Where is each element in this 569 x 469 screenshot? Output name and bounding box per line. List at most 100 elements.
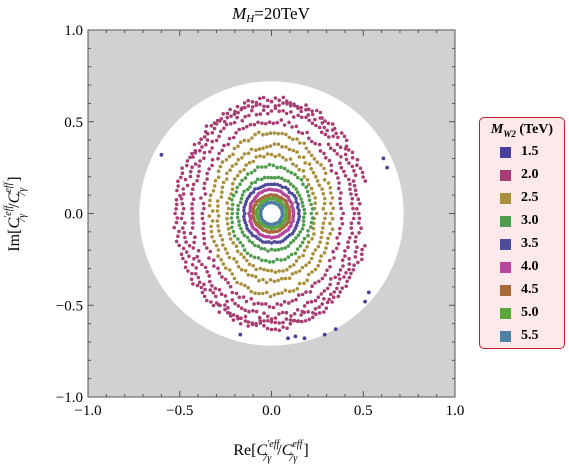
scatter-point-2-5 [318, 240, 322, 244]
scatter-point-2-0 [310, 284, 314, 289]
scatter-point-2-0 [228, 107, 232, 112]
scatter-point-2-0 [222, 126, 226, 131]
scatter-point-2-0 [356, 197, 361, 201]
scatter-point-2-0 [254, 309, 259, 314]
scatter-point-2-0 [327, 135, 331, 139]
scatter-point-3-0 [288, 182, 293, 186]
scatter-point-2-5 [307, 150, 311, 154]
scatter-point-2-0 [265, 314, 270, 319]
scatter-point-2-0 [329, 169, 334, 173]
scatter-point-2-0 [219, 129, 223, 134]
scatter-point-2-0 [194, 272, 198, 276]
scatter-point-2-0 [337, 181, 341, 185]
scatter-point-3-5 [242, 208, 246, 213]
scatter-point-2-5 [321, 206, 326, 211]
scatter-point-2-0 [191, 221, 195, 225]
scatter-point-2-5 [220, 238, 225, 242]
scatter-point-2-5 [232, 257, 236, 261]
scatter-point-2-0 [340, 286, 345, 290]
scatter-point-3-5 [266, 182, 271, 187]
scatter-point-2-0 [190, 211, 195, 216]
scatter-point-2-0 [191, 182, 196, 187]
scatter-point-2-0 [350, 164, 355, 169]
scatter-point-2-0 [363, 244, 367, 248]
scatter-point-2-5 [247, 160, 252, 165]
scatter-point-3-0 [300, 227, 305, 231]
y-tick-label: 0.5 [64, 115, 83, 131]
scatter-point-2-5 [302, 281, 306, 286]
scatter-point-2-0 [335, 142, 340, 147]
scatter-point-2-0 [220, 275, 224, 279]
scatter-point-2-5 [319, 163, 323, 167]
scatter-point-2-0 [174, 202, 179, 207]
scatter-point-2-0 [190, 271, 194, 276]
scatter-point-2-0 [304, 290, 308, 294]
scatter-point-2-0 [319, 292, 324, 296]
scatter-point-4-5 [287, 213, 292, 218]
scatter-point-2-0 [195, 178, 199, 183]
scatter-point-3-5 [272, 182, 277, 186]
scatter-point-2-0 [349, 226, 354, 230]
scatter-point-2-5 [323, 196, 327, 201]
scatter-point-2-5 [215, 199, 220, 203]
scatter-point-3-5 [294, 200, 299, 204]
scatter-point-2-0 [213, 286, 218, 291]
scatter-point-2-5 [216, 204, 220, 208]
scatter-point-2-0 [289, 110, 293, 114]
scatter-point-2-0 [269, 109, 274, 113]
scatter-point-2-0 [273, 316, 278, 320]
scatter-point-2-0 [254, 321, 258, 326]
scatter-point-2-0 [205, 298, 209, 303]
scatter-point-3-0 [236, 203, 240, 208]
scatter-point-2-0 [226, 142, 230, 147]
scatter-point-3-0 [229, 216, 234, 220]
scatter-point-2-5 [276, 131, 281, 136]
scatter-point-3-0 [305, 189, 310, 194]
scatter-point-2-0 [207, 256, 211, 260]
scatter-point-2-0 [355, 245, 359, 249]
scatter-point-2-5 [254, 148, 258, 152]
scatter-point-2-0 [190, 206, 194, 211]
scatter-point-2-0 [305, 130, 309, 135]
scatter-point-2-0 [205, 171, 209, 176]
scatter-point-2-5 [215, 209, 220, 213]
scatter-point-3-0 [301, 219, 306, 223]
scatter-point-2-5 [234, 162, 238, 166]
scatter-point-2-0 [313, 281, 317, 285]
scatter-point-2-0 [243, 319, 248, 323]
scatter-point-2-0 [302, 304, 307, 308]
scatter-point-2-0 [288, 104, 293, 108]
scatter-point-3-0 [238, 240, 243, 245]
scatter-point-2-0 [201, 231, 206, 236]
scatter-point-2-5 [232, 146, 237, 151]
legend-label: 5.0 [521, 305, 539, 321]
scatter-point-2-0 [200, 262, 204, 267]
scatter-point-2-0 [188, 155, 192, 160]
scatter-point-2-5 [307, 162, 312, 166]
legend-item-1-5: 1.5 [480, 141, 564, 164]
scatter-point-2-0 [339, 216, 344, 221]
scatter-point-3-0 [250, 241, 255, 245]
scatter-point-2-5 [291, 137, 295, 142]
scatter-point-2-0 [300, 292, 305, 297]
scatter-point-2-0 [212, 264, 216, 268]
scatter-point-2-5 [243, 268, 248, 273]
scatter-point-2-0 [323, 273, 327, 277]
y-axis-label: Im[C'eff7γ/Ceff 7γ] [3, 176, 28, 251]
scatter-point-2-5 [216, 248, 221, 252]
scatter-point-2-0 [188, 231, 193, 236]
scatter-point-2-0 [279, 118, 284, 122]
scatter-point-2-5 [258, 154, 262, 158]
scatter-point-2-0 [217, 271, 222, 276]
scatter-point-3-0 [230, 225, 234, 230]
scatter-point-2-5 [322, 251, 327, 255]
scatter-point-1-5 [286, 336, 290, 341]
scatter-point-2-0 [236, 110, 240, 115]
legend-swatch [500, 284, 511, 296]
scatter-point-2-5 [234, 260, 239, 264]
scatter-point-3-0 [235, 215, 240, 220]
scatter-point-2-0 [258, 96, 262, 101]
scatter-point-2-0 [214, 138, 219, 143]
scatter-point-2-0 [354, 193, 358, 197]
scatter-point-2-0 [202, 150, 207, 155]
